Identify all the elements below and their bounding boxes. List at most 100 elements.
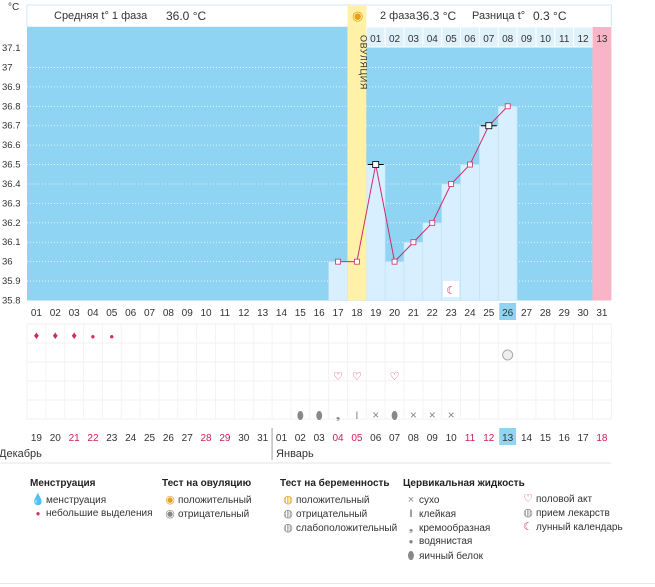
dry-icon: × xyxy=(407,494,415,506)
calendar-date: 23 xyxy=(106,433,118,444)
calendar-date: 05 xyxy=(351,433,363,444)
today-marker xyxy=(499,303,517,320)
watery-icon: ● xyxy=(408,537,414,546)
phase2-day-label: 05 xyxy=(446,34,458,45)
ovulation-negative-icon: ◉ xyxy=(165,508,175,520)
legend-item: положительный xyxy=(178,495,252,506)
temperature-point xyxy=(485,122,493,130)
ovulation-positive-icon: ◉ xyxy=(165,494,175,506)
calendar-date: 10 xyxy=(446,433,458,444)
cervical-dry-icon: × xyxy=(410,408,417,422)
pregnancy-weak-icon: ◍ xyxy=(283,522,293,534)
menstruation-drop: ♦ xyxy=(71,330,77,342)
cycle-day-label: 01 xyxy=(31,308,43,319)
legend-item: отрицательный xyxy=(178,509,250,520)
temperature-point xyxy=(504,103,511,110)
egg-white-icon: ⬮ xyxy=(407,550,415,562)
phase2-day-label: 03 xyxy=(408,34,420,45)
calendar-date: 31 xyxy=(257,433,269,444)
cycle-day-label: 22 xyxy=(427,308,439,319)
menstruation-drop: ♦ xyxy=(52,330,58,342)
cycle-day-label: 12 xyxy=(238,308,250,319)
y-tick-label: 36 xyxy=(2,257,13,268)
calendar-date: 07 xyxy=(389,433,401,444)
y-tick-label: 36.2 xyxy=(2,218,21,229)
legend-item: небольшие выделения xyxy=(46,508,153,519)
cycle-day-label: 29 xyxy=(559,308,571,319)
cycle-day-label: 18 xyxy=(351,308,363,319)
moon-icon-bg xyxy=(443,281,460,297)
temperature-point xyxy=(372,161,380,168)
phase1-label: Средняя t° 1 фаза xyxy=(54,10,148,22)
cycle-day-label: 08 xyxy=(163,308,175,319)
cycle-day-label: 11 xyxy=(220,308,231,319)
temperature-line xyxy=(338,105,509,263)
intercourse-icon: ♡ xyxy=(523,493,533,505)
legend-item: водянистая xyxy=(419,536,473,547)
menstruation-drop: ● xyxy=(91,332,96,341)
temperature-point xyxy=(467,161,473,168)
calendar-date: 16 xyxy=(559,433,571,444)
cervical-egg-white-icon: ⬮ xyxy=(316,410,323,422)
calendar-date: 13 xyxy=(502,433,514,444)
today-date-marker xyxy=(499,428,517,445)
cervical-sticky-icon: I xyxy=(355,410,358,422)
legend-item: сухо xyxy=(419,495,440,506)
temperature-bar xyxy=(479,125,499,301)
legend-item: слабоположительный xyxy=(296,523,398,534)
temperature-point xyxy=(410,239,417,246)
cycle-day-label: 30 xyxy=(578,308,590,319)
calendar-date: 25 xyxy=(144,433,156,444)
phase2-day-label: 08 xyxy=(502,34,514,45)
calendar-date: 29 xyxy=(219,433,231,444)
y-tick-label: 37 xyxy=(2,62,13,73)
calendar-date: 15 xyxy=(540,433,552,444)
phase2-label: 2 фаза xyxy=(380,10,416,22)
ovulation-column xyxy=(347,5,367,301)
calendar-date: 03 xyxy=(314,433,326,444)
legend-cervical-title: Цервикальная жидкость xyxy=(403,478,525,489)
y-tick-label: 36.3 xyxy=(2,198,21,209)
legend-other: ♡ половой акт ◍ прием лекарств ☾ лунный кал… xyxy=(520,492,623,534)
cycle-day-label: 23 xyxy=(446,308,458,319)
spotting-icon: ● xyxy=(35,509,41,518)
calendar-date: 11 xyxy=(465,433,476,444)
y-tick-label: 37.1 xyxy=(2,43,21,54)
cycle-day-label: 20 xyxy=(389,308,401,319)
legend-item: менструация xyxy=(46,495,107,506)
legend-item: клейкая xyxy=(419,509,457,520)
calendar-date: 04 xyxy=(332,433,344,444)
cycle-day-label: 25 xyxy=(483,308,495,319)
legend-item: лунный календарь xyxy=(536,522,623,533)
phase2-day-label: 04 xyxy=(427,34,439,45)
cycle-day-label: 06 xyxy=(125,308,137,319)
moon-icon: ☾ xyxy=(523,521,533,533)
cervical-dry-icon: × xyxy=(372,408,379,422)
calendar-date: 01 xyxy=(276,433,288,444)
moon-icon: ☾ xyxy=(446,285,456,297)
calendar-date: 02 xyxy=(295,433,307,444)
temperature-bar xyxy=(328,261,348,301)
phase2-day-label: 09 xyxy=(521,34,533,45)
month-label: Январь xyxy=(276,448,314,460)
calendar-date: 21 xyxy=(69,433,81,444)
temperature-bar xyxy=(384,261,405,301)
y-tick-label: 36.9 xyxy=(2,82,21,93)
calendar-date: 08 xyxy=(408,433,420,444)
calendar-date: 17 xyxy=(578,433,590,444)
calendar-date: 24 xyxy=(125,433,137,444)
phase2-value: 36.3 °C xyxy=(416,9,457,23)
calendar-date: 14 xyxy=(521,433,533,444)
calendar-date: 27 xyxy=(182,433,194,444)
cycle-day-label: 19 xyxy=(370,308,382,319)
menstruation-drop: ♦ xyxy=(34,330,40,342)
cervical-creamy-icon: ❟ xyxy=(336,410,340,422)
legend-pregnancy-title: Тест на беременность xyxy=(280,478,390,489)
cycle-day-label: 04 xyxy=(87,308,99,319)
temperature-point xyxy=(335,258,341,265)
ovulation-label: ОВУЛЯЦИЯ xyxy=(358,35,368,90)
phase1-value: 36.0 °C xyxy=(166,9,207,23)
month-label: Декабрь xyxy=(0,448,42,460)
unit-label: °C xyxy=(8,2,20,13)
